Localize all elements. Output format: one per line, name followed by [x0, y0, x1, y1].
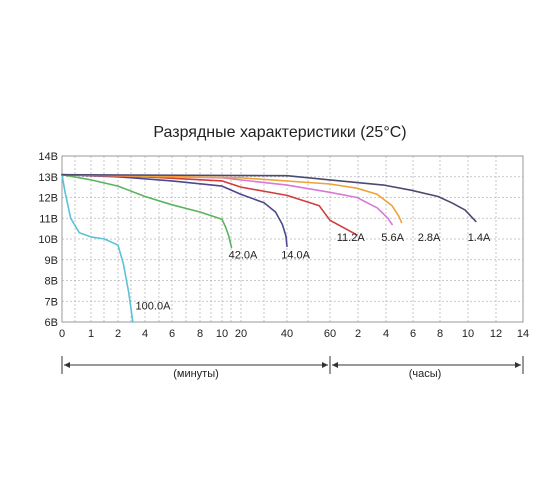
x-tick-label: 20 [235, 328, 247, 340]
series-line-5.6A [61, 173, 393, 226]
series-line-11.2A [61, 173, 358, 236]
x-tick-label: 40 [281, 328, 293, 340]
y-tick-label: 12В [38, 193, 58, 205]
x-tick-label: 10 [216, 328, 228, 340]
current-label: 2.8A [418, 232, 441, 244]
x-tick-label: 60 [324, 328, 336, 340]
y-tick-label: 8В [45, 276, 58, 288]
grid [61, 155, 524, 323]
x-tick-label: 6 [169, 328, 175, 340]
x-tick-label: 12 [490, 328, 502, 340]
minutes-section-label: (минуты) [173, 368, 219, 380]
series-line-100.0A [61, 173, 134, 323]
current-label: 1.4A [468, 232, 491, 244]
series-line-42.0A [61, 173, 233, 249]
y-tick-label: 11В [39, 213, 58, 225]
current-label: 14.0A [281, 250, 310, 262]
hours-arrow-left-head [332, 362, 338, 368]
hours-section-label: (часы) [409, 368, 442, 380]
y-tick-label: 7В [45, 296, 58, 308]
y-tick-label: 14В [38, 151, 58, 163]
x-tick-label: 8 [437, 328, 443, 340]
current-label: 5.6A [381, 232, 404, 244]
plot-frame [61, 155, 524, 323]
y-tick-label: 9В [45, 255, 58, 267]
y-tick-label: 13В [38, 172, 58, 184]
discharge-curves [61, 173, 477, 323]
x-tick-label: 2 [355, 328, 361, 340]
current-label: 42.0A [229, 250, 258, 262]
series-line-1.4A [61, 173, 477, 223]
x-section-indicators: (минуты) (часы) [61, 356, 524, 380]
current-labels: 100.0A 42.0A 14.0A 11.2A 5.6A 2.8A 1.4A [136, 232, 491, 312]
current-label: 11.2A [337, 232, 366, 244]
series-line-2.8A [61, 173, 403, 224]
chart-title: Разрядные характеристики (25°C) [153, 124, 406, 141]
x-tick-label: 4 [383, 328, 389, 340]
x-tick-label: 6 [410, 328, 416, 340]
minutes-arrow-right-head [322, 362, 328, 368]
series-line-14.0A [61, 173, 288, 248]
x-tick-label: 0 [59, 328, 65, 340]
y-tick-label: 6В [45, 317, 58, 329]
current-label: 100.0A [136, 301, 172, 313]
x-tick-label: 2 [115, 328, 121, 340]
x-tick-label: 4 [142, 328, 148, 340]
x-tick-label: 14 [517, 328, 529, 340]
x-tick-label: 1 [88, 328, 94, 340]
minutes-arrow-left-head [64, 362, 70, 368]
y-tick-label: 10В [38, 234, 58, 246]
x-tick-label: 8 [197, 328, 203, 340]
hours-arrow-right-head [515, 362, 521, 368]
x-tick-label: 10 [462, 328, 474, 340]
